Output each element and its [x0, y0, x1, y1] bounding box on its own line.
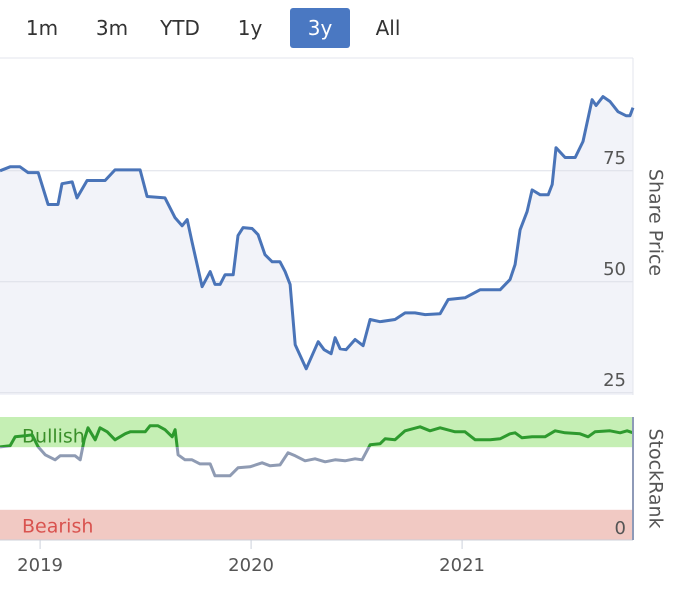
price-line: [0, 95, 635, 371]
price-area: [0, 96, 633, 395]
axis-title: StockRank: [645, 428, 667, 528]
x-tick-label: 2019: [17, 555, 63, 576]
range-button[interactable]: 3m: [95, 16, 129, 40]
x-tick-label: 2020: [228, 555, 274, 576]
axis-title: Share Price: [645, 169, 667, 276]
range-button[interactable]: YTD: [160, 16, 200, 40]
y-tick-label: 0: [615, 518, 626, 539]
band-label: Bearish: [22, 516, 93, 538]
y-tick-label: 25: [603, 370, 626, 391]
band: [0, 417, 633, 448]
band-label: Bullish: [22, 426, 85, 448]
range-button[interactable]: 1y: [237, 16, 263, 40]
range-button[interactable]: 3y: [290, 8, 350, 48]
band: [0, 509, 633, 540]
x-tick-label: 2021: [439, 555, 485, 576]
stockrank-line: [0, 424, 634, 478]
range-button[interactable]: 1m: [25, 16, 59, 40]
range-button[interactable]: All: [375, 16, 401, 40]
y-tick-label: 75: [603, 148, 626, 169]
y-tick-label: 50: [603, 259, 626, 280]
